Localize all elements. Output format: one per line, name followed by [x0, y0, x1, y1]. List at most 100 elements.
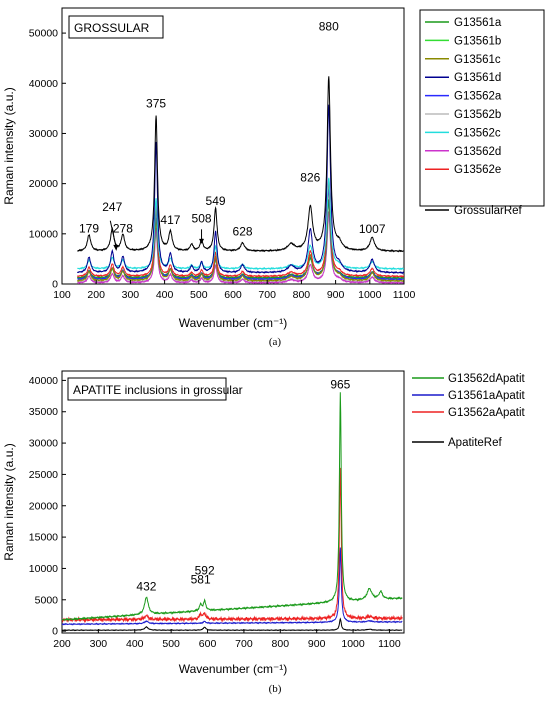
series-line-G13562c: [77, 177, 404, 271]
legend-label: G13561c: [454, 54, 501, 66]
series-line-G13562e: [76, 178, 404, 278]
chart-title-a: GROSSULAR: [74, 21, 150, 35]
series-line-G13561aApatit: [62, 547, 403, 626]
panel-label-b: (b): [269, 683, 282, 695]
panel-label-a: (a): [269, 336, 282, 348]
peak-label: 592: [195, 564, 215, 578]
y-tick-label: 50000: [29, 28, 58, 40]
y-tick-label: 0: [52, 626, 58, 638]
peak-label: 628: [233, 224, 253, 238]
legend-label: G13562b: [454, 109, 501, 121]
y-tick-label: 20000: [29, 500, 58, 512]
x-tick-label: 900: [308, 638, 326, 650]
peak-label: 278: [113, 221, 133, 235]
plot-frame-a: [61, 7, 405, 285]
y-tick-label: 15000: [29, 532, 58, 544]
peak-label: 826: [300, 171, 320, 185]
series-lines-b: [62, 392, 403, 632]
title-box-b: [67, 377, 227, 401]
peak-label: 247: [102, 200, 122, 214]
y-tick-label: 10000: [29, 228, 58, 240]
x-tick-label: 500: [190, 289, 208, 301]
y-tick-label: 5000: [35, 594, 59, 606]
legend-label: G13562e: [454, 164, 501, 176]
x-tick-label: 200: [53, 638, 71, 650]
x-tick-label: 900: [327, 289, 345, 301]
x-tick-label: 400: [126, 638, 144, 650]
chart-grossular: GROSSULAR 100 200 300 400 500 600 700 800 900 100…: [2, 7, 545, 348]
x-axis-label-b: Wavenumber (cm⁻¹): [179, 662, 288, 676]
peak-label: 581: [191, 572, 211, 586]
chart-title-b: APATITE inclusions in grossular: [73, 383, 243, 397]
x-tick-label: 800: [293, 289, 311, 301]
legend-label: G13562dApatit: [448, 373, 526, 385]
peak-arrow-head: [199, 238, 205, 244]
peak-label: 179: [79, 221, 99, 235]
y-tick-label: 35000: [29, 406, 58, 418]
legend-label: G13561aApatit: [448, 390, 526, 402]
series-line-ApatiteRef: [62, 617, 403, 632]
peak-label: 549: [206, 194, 226, 208]
x-axis-label-a: Wavenumber (cm⁻¹): [179, 316, 288, 330]
y-tick-label: 20000: [29, 178, 58, 190]
legend-label: G13561d: [454, 72, 501, 84]
chart-apatite: APATITE inclusions in grossular 200 300 40…: [2, 370, 526, 695]
legend-a: [419, 9, 545, 207]
legend-label: G13562a: [454, 91, 502, 103]
legend-label: GrossularRef: [454, 205, 523, 217]
axis-ticks-a: 100 200 300 400 500 600 700 800 900 1000 1100 0 1000…: [29, 28, 416, 301]
x-tick-label: 100: [53, 289, 71, 301]
series-line-G13561d: [76, 104, 404, 275]
x-tick-label: 700: [235, 638, 253, 650]
x-tick-label: 1000: [341, 638, 365, 650]
x-tick-label: 700: [258, 289, 276, 301]
legend-label: G13562d: [454, 146, 501, 158]
plot-frame-b: [61, 370, 405, 634]
y-axis-label-b: Raman intensity (a.u.): [2, 443, 16, 560]
y-tick-label: 30000: [29, 438, 58, 450]
x-tick-label: 500: [162, 638, 180, 650]
series-line-G13562a: [77, 188, 404, 281]
peak-label: 375: [146, 96, 166, 110]
peak-label: 508: [192, 211, 212, 225]
series-line-GrossularRef: [77, 76, 404, 253]
y-tick-label: 40000: [29, 78, 58, 90]
legend-label: G13562aApatit: [448, 407, 526, 419]
series-line-G13562d: [77, 211, 404, 284]
legend-label: ApatiteRef: [448, 437, 503, 449]
series-line-G13562dApatit: [62, 392, 403, 622]
series-line-G13561a: [76, 199, 404, 280]
peak-label: 965: [330, 378, 350, 392]
series-line-G13562aApatit: [62, 467, 403, 624]
legend-entries-a: G13561a G13561b G13561c G13561d G13562a G1356…: [425, 17, 523, 217]
y-tick-label: 0: [52, 279, 58, 291]
peak-label: 417: [160, 213, 180, 227]
series-line-G13562b: [76, 215, 404, 284]
x-tick-label: 600: [224, 289, 242, 301]
x-tick-label: 1100: [393, 289, 416, 301]
series-line-G13561c: [76, 180, 404, 283]
y-tick-label: 10000: [29, 563, 58, 575]
x-tick-label: 1000: [358, 289, 382, 301]
legend-label: G13561a: [454, 17, 502, 29]
x-tick-label: 600: [199, 638, 217, 650]
series-lines-a: [76, 76, 404, 284]
peak-label: 1007: [359, 222, 386, 236]
title-box-a: [68, 15, 164, 39]
x-tick-label: 200: [87, 289, 105, 301]
x-tick-label: 1100: [378, 638, 401, 650]
peak-arrow: [109, 220, 117, 248]
x-tick-label: 800: [272, 638, 290, 650]
y-tick-label: 25000: [29, 469, 58, 481]
legend-label: G13561b: [454, 35, 501, 47]
x-tick-label: 300: [122, 289, 140, 301]
y-tick-label: 40000: [29, 375, 58, 387]
x-tick-label: 400: [156, 289, 174, 301]
x-tick-label: 300: [90, 638, 108, 650]
y-axis-label-a: Raman intensity (a.u.): [2, 87, 16, 204]
y-tick-label: 30000: [29, 128, 58, 140]
peak-label: 880: [319, 20, 339, 34]
